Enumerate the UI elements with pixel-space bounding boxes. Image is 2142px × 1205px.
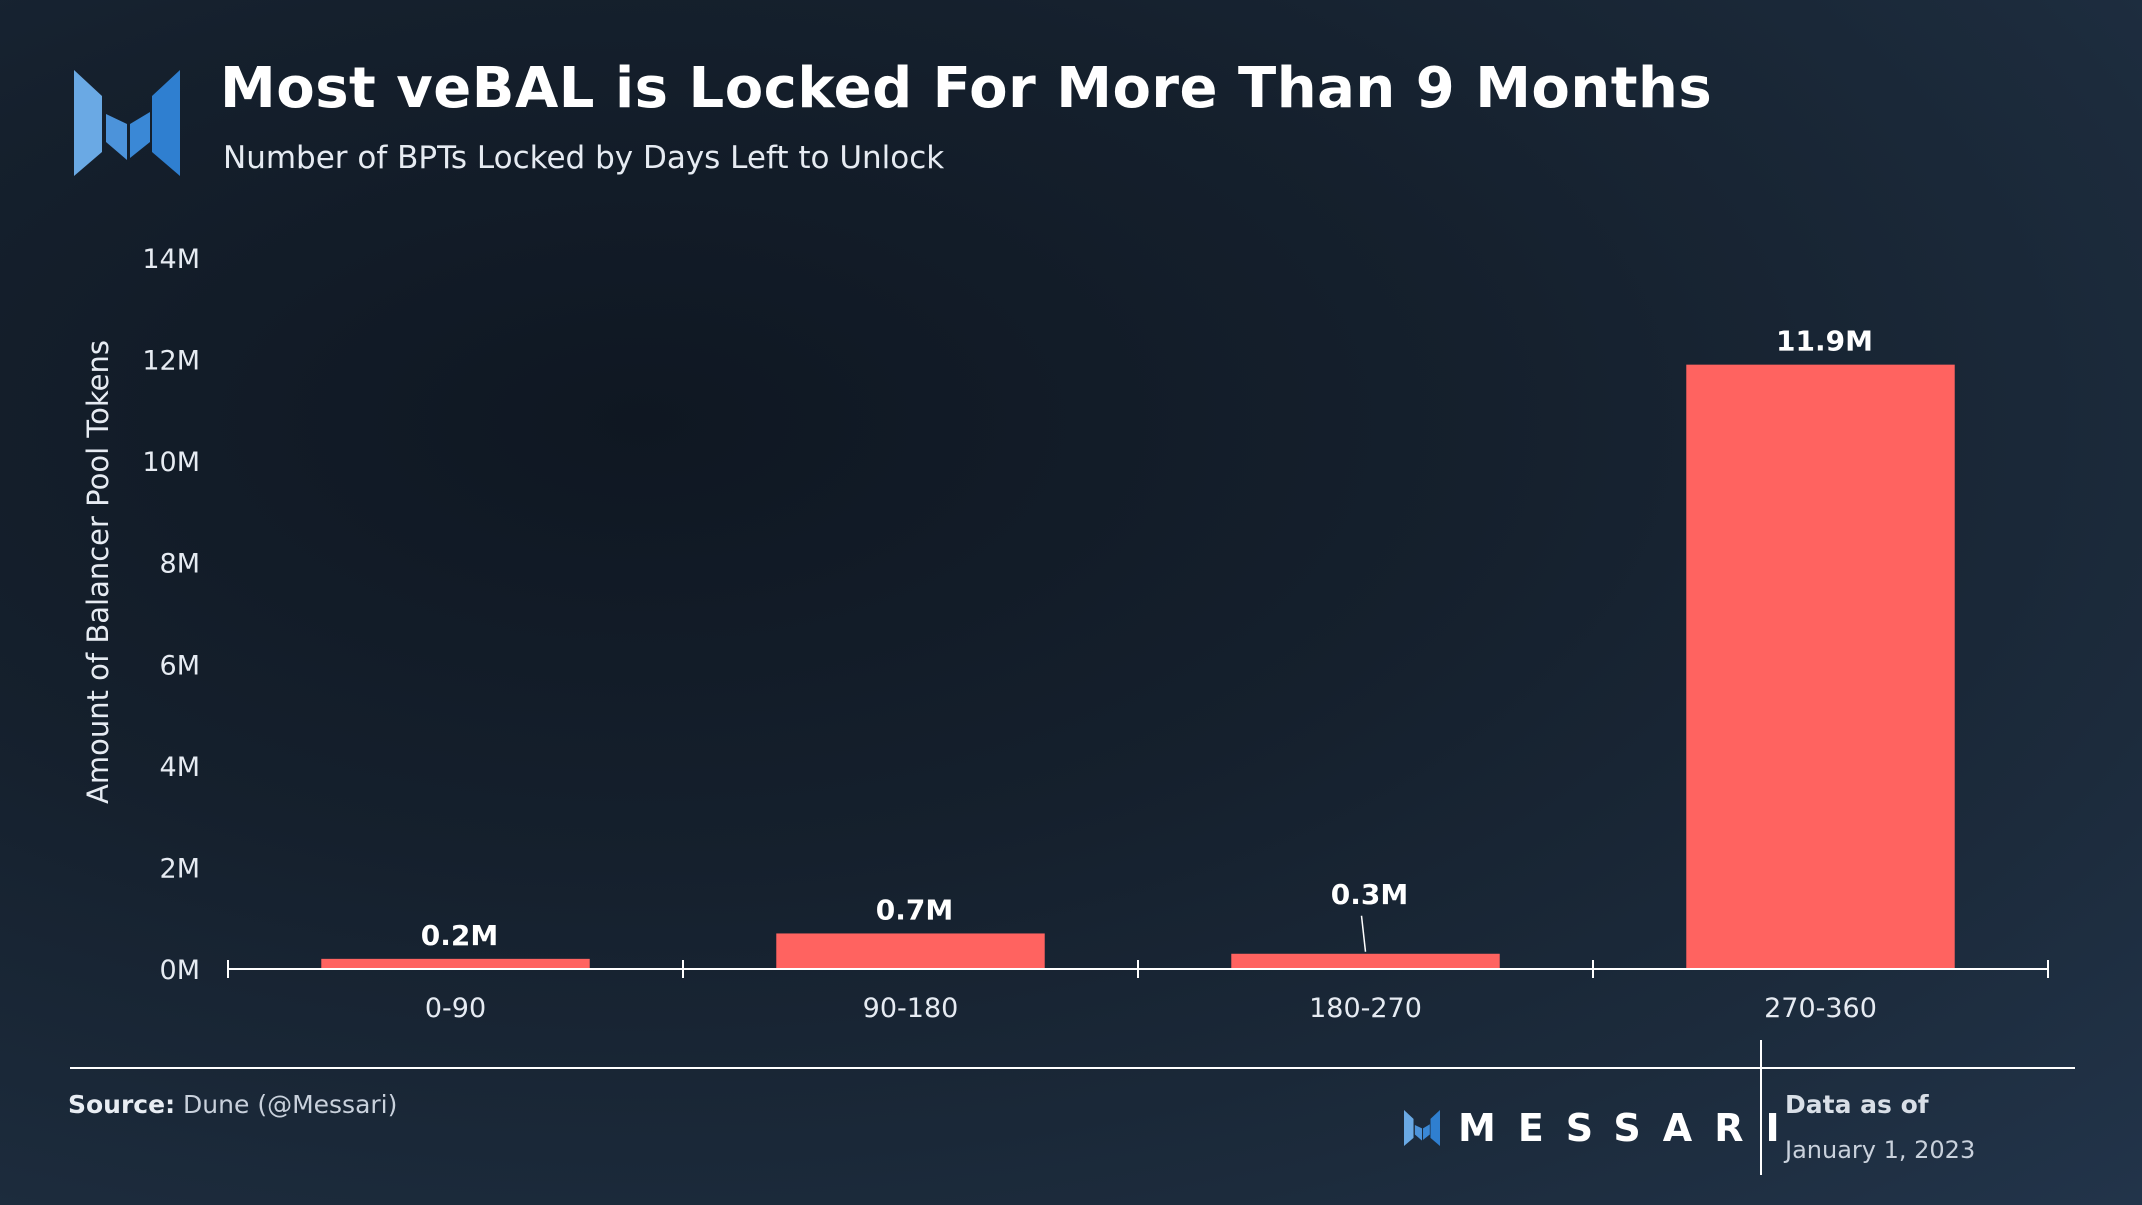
y-tick-label: 8M: [160, 549, 200, 580]
y-tick-label: 4M: [160, 752, 200, 783]
bar-value-label: 11.9M: [1776, 325, 1873, 358]
x-axis-ticks: [227, 960, 2049, 978]
y-tick-label: 6M: [160, 650, 200, 681]
bars: 0.2M 0-90 0.7M 90-180 0.3M 180-270 11.9M 270-36…: [321, 325, 1955, 1024]
y-tick-label: 12M: [142, 346, 200, 377]
bar-270-360: [1686, 364, 1955, 969]
messari-brand: MESSARI: [1402, 1106, 1802, 1150]
messari-logo-icon: [74, 70, 180, 176]
data-as-of-date: January 1, 2023: [1785, 1136, 1976, 1164]
messari-wordmark: MESSARI: [1458, 1106, 1802, 1150]
bar-value-label: 0.7M: [876, 893, 953, 926]
bar-value-label: 0.3M: [1331, 878, 1408, 911]
bar-chart: 0M 2M 4M 6M 8M 10M 12M 14M Amount of Balancer P…: [81, 244, 2049, 1024]
bar-0-90: [321, 958, 590, 969]
data-as-of-label: Data as of: [1785, 1090, 1929, 1119]
value-label-leader: [1360, 915, 1367, 952]
y-tick-label: 0M: [160, 955, 200, 986]
footer-vertical-divider: [1760, 1040, 1762, 1175]
bar-value-label: 0.2M: [421, 919, 498, 952]
y-tick-label: 2M: [160, 853, 200, 884]
x-category-label: 270-360: [1764, 993, 1877, 1024]
source-text: Dune (@Messari): [183, 1090, 398, 1119]
y-tick-label: 14M: [142, 244, 200, 275]
footer-divider-line: [70, 1067, 2075, 1069]
x-category-label: 90-180: [863, 993, 959, 1024]
source-label: Source:: [68, 1090, 176, 1119]
messari-brand-icon: [1404, 1110, 1440, 1146]
chart-title: Most veBAL is Locked For More Than 9 Mon…: [220, 56, 1713, 121]
bar-180-270: [1231, 953, 1500, 969]
x-category-label: 0-90: [425, 993, 486, 1024]
chart-subtitle: Number of BPTs Locked by Days Left to Un…: [223, 140, 945, 176]
bar-90-180: [776, 933, 1045, 969]
y-axis-label: Amount of Balancer Pool Tokens: [81, 340, 115, 804]
source-note: Source: Dune (@Messari): [68, 1090, 397, 1119]
y-tick-label: 10M: [142, 447, 200, 478]
x-category-label: 180-270: [1309, 993, 1422, 1024]
y-axis-ticks: 0M 2M 4M 6M 8M 10M 12M 14M: [142, 244, 200, 986]
